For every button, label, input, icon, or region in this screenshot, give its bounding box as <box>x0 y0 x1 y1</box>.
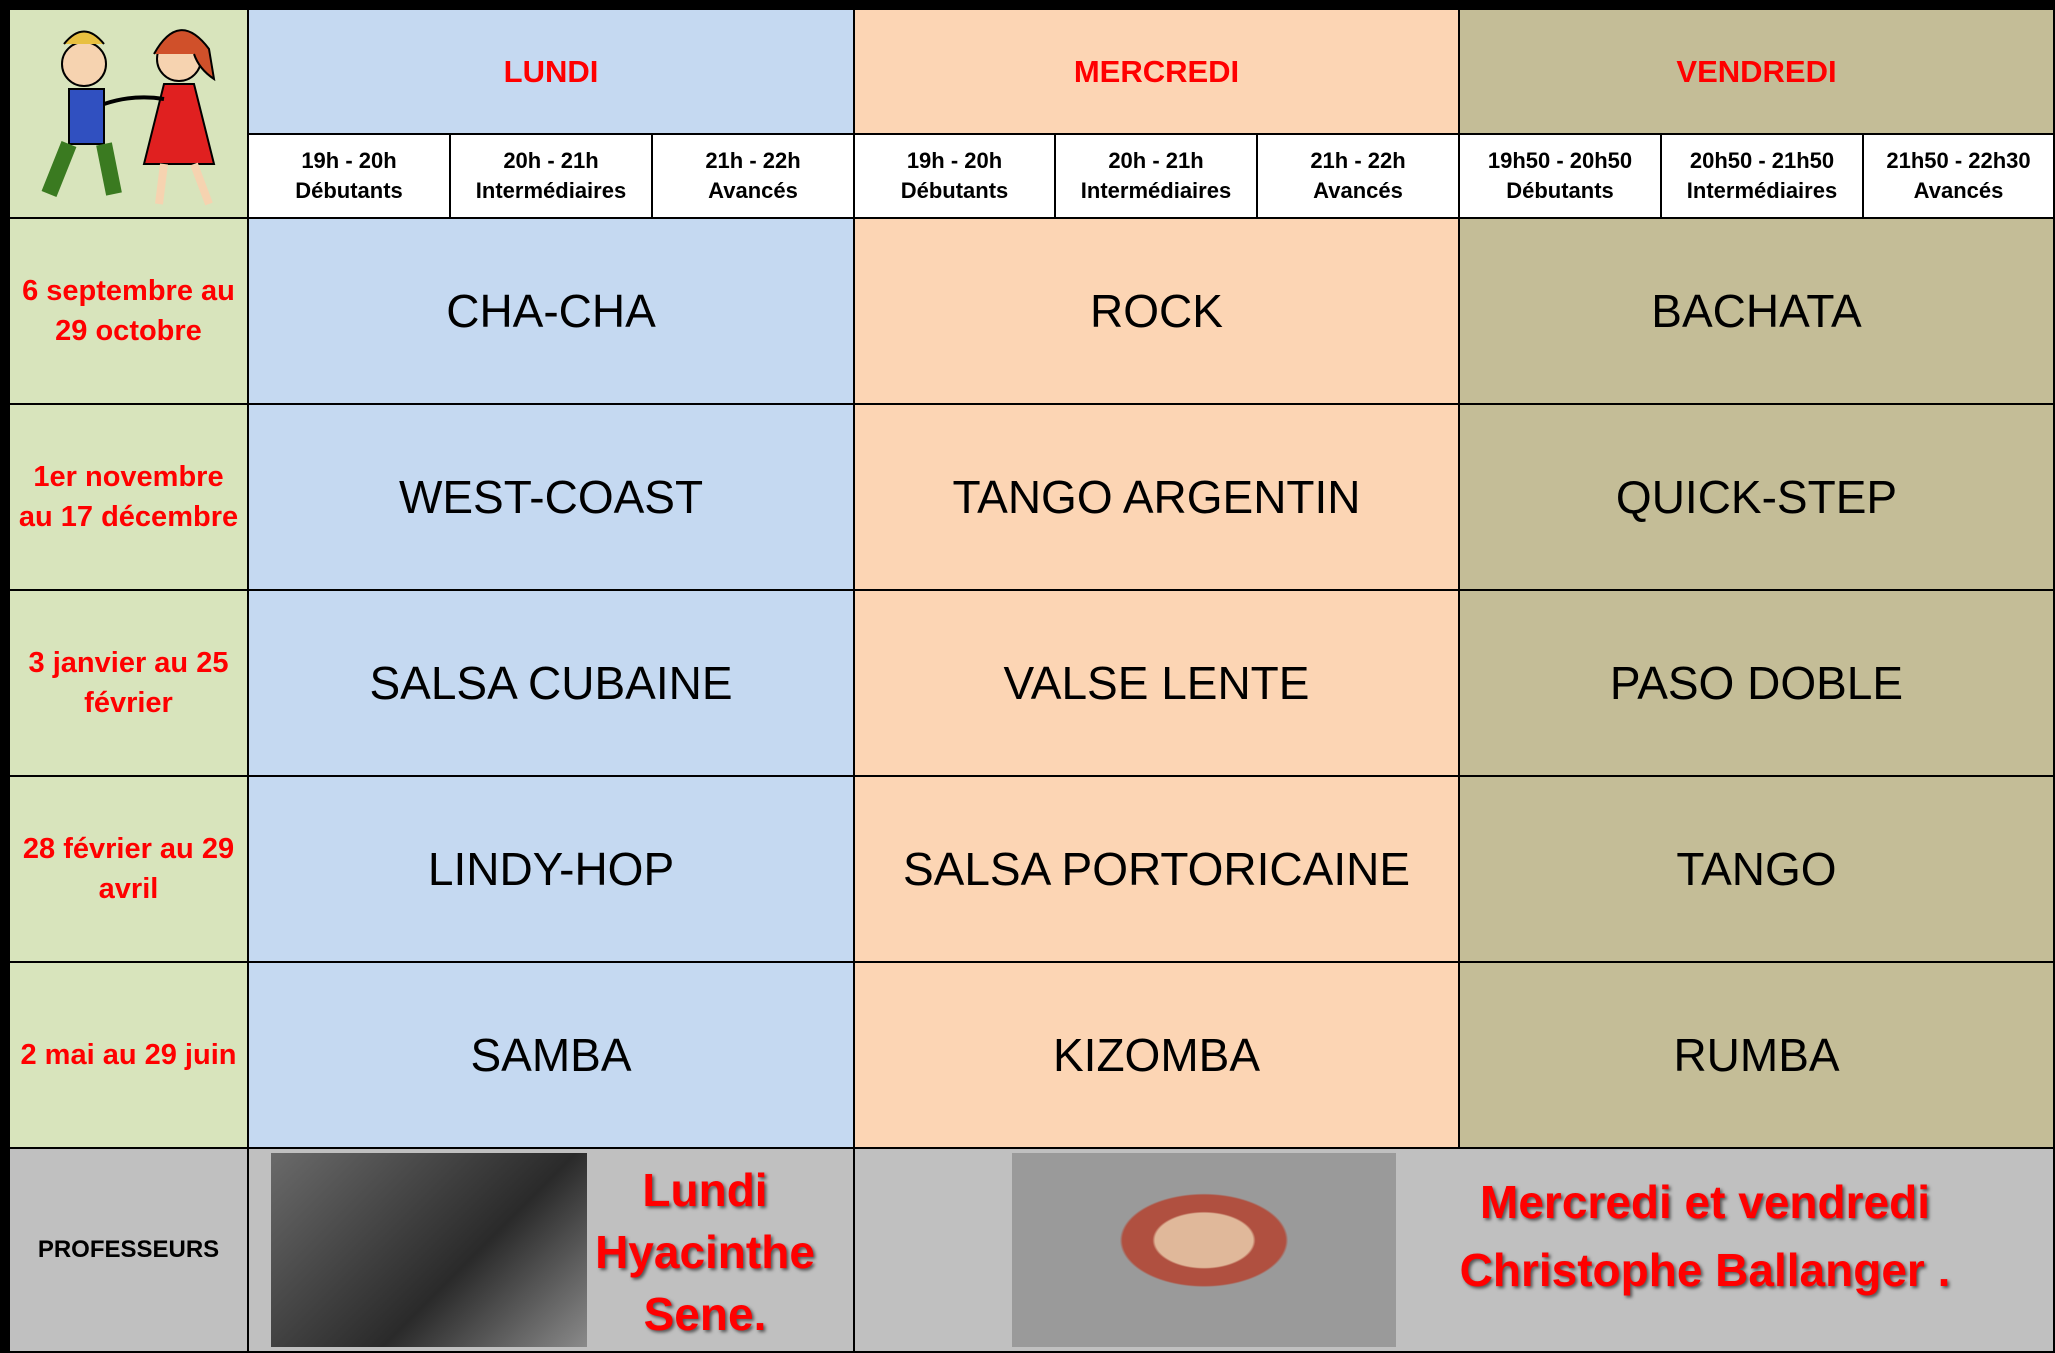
time-slot: 20h50 - 21h50 Intermédiaires <box>1662 135 1864 219</box>
slot-time: 21h50 - 22h30 <box>1886 148 2031 173</box>
dance: KIZOMBA <box>855 963 1460 1149</box>
slot-level: Avancés <box>708 178 798 203</box>
professors-label: PROFESSEURS <box>0 1149 249 1353</box>
slot-time: 21h - 22h <box>1310 148 1406 173</box>
dance: VALSE LENTE <box>855 591 1460 777</box>
professor-name: Lundi <box>642 1164 768 1216</box>
time-slot: 20h - 21h Intermédiaires <box>451 135 653 219</box>
slot-time: 21h - 22h <box>705 148 801 173</box>
dance: SALSA CUBAINE <box>249 591 855 777</box>
professor-name: Hyacinthe <box>595 1226 815 1278</box>
slot-time: 19h50 - 20h50 <box>1487 148 1633 173</box>
slot-time: 20h - 21h <box>1108 148 1204 173</box>
time-slot: 19h - 20h Débutants <box>855 135 1056 219</box>
time-slot: 20h - 21h Intermédiaires <box>1056 135 1258 219</box>
dance: RUMBA <box>1460 963 2055 1149</box>
slot-time: 20h - 21h <box>503 148 599 173</box>
photo-hyacinthe <box>271 1153 587 1347</box>
dance: PASO DOBLE <box>1460 591 2055 777</box>
time-slot: 21h - 22h Avancés <box>653 135 855 219</box>
slot-level: Avancés <box>1313 178 1403 203</box>
day-header: MERCREDI <box>855 0 1460 135</box>
slot-level: Débutants <box>900 178 1009 203</box>
slot-time: 19h - 20h <box>301 148 397 173</box>
time-slot: 19h - 20h Débutants <box>249 135 451 219</box>
slot-level: Débutants <box>295 178 403 203</box>
time-slot: 19h50 - 20h50 Débutants <box>1460 135 1662 219</box>
slot-level: Débutants <box>1506 178 1614 203</box>
dance: CHA-CHA <box>249 219 855 405</box>
time-slot: 21h50 - 22h30 Avancés <box>1864 135 2055 219</box>
dance: QUICK-STEP <box>1460 405 2055 591</box>
professor-name: Mercredi et vendredi <box>1480 1176 1930 1228</box>
dance: ROCK <box>855 219 1460 405</box>
dance: WEST-COAST <box>249 405 855 591</box>
slot-level: Intermédiaires <box>1080 178 1232 203</box>
dancers-cartoon <box>41 28 215 205</box>
slot-level: Intermédiaires <box>475 178 627 203</box>
logo-cell <box>0 0 249 219</box>
period: 28 février au 29 avril <box>0 777 249 963</box>
dance: TANGO ARGENTIN <box>855 405 1460 591</box>
dance: TANGO <box>1460 777 2055 963</box>
dance: SALSA PORTORICAINE <box>855 777 1460 963</box>
period: 3 janvier au 25 février <box>0 591 249 777</box>
period: 1er novembre au 17 décembre <box>0 405 249 591</box>
professor-name: Sene. <box>643 1288 767 1340</box>
slot-level: Intermédiaires <box>1686 178 1838 203</box>
professor-name: Christophe Ballanger . <box>1459 1244 1951 1296</box>
day-header: LUNDI <box>249 0 855 135</box>
dance: SAMBA <box>249 963 855 1149</box>
time-slot: 21h - 22h Avancés <box>1258 135 1460 219</box>
slot-time: 20h50 - 21h50 <box>1689 148 1835 173</box>
period: 2 mai au 29 juin <box>0 963 249 1149</box>
dance: BACHATA <box>1460 219 2055 405</box>
photo-christophe <box>1012 1153 1396 1347</box>
day-header: VENDREDI <box>1460 0 2055 135</box>
slot-level: Avancés <box>1913 178 2004 203</box>
dance: LINDY-HOP <box>249 777 855 963</box>
period: 6 septembre au 29 octobre <box>0 219 249 405</box>
slot-time: 19h - 20h <box>906 148 1003 173</box>
